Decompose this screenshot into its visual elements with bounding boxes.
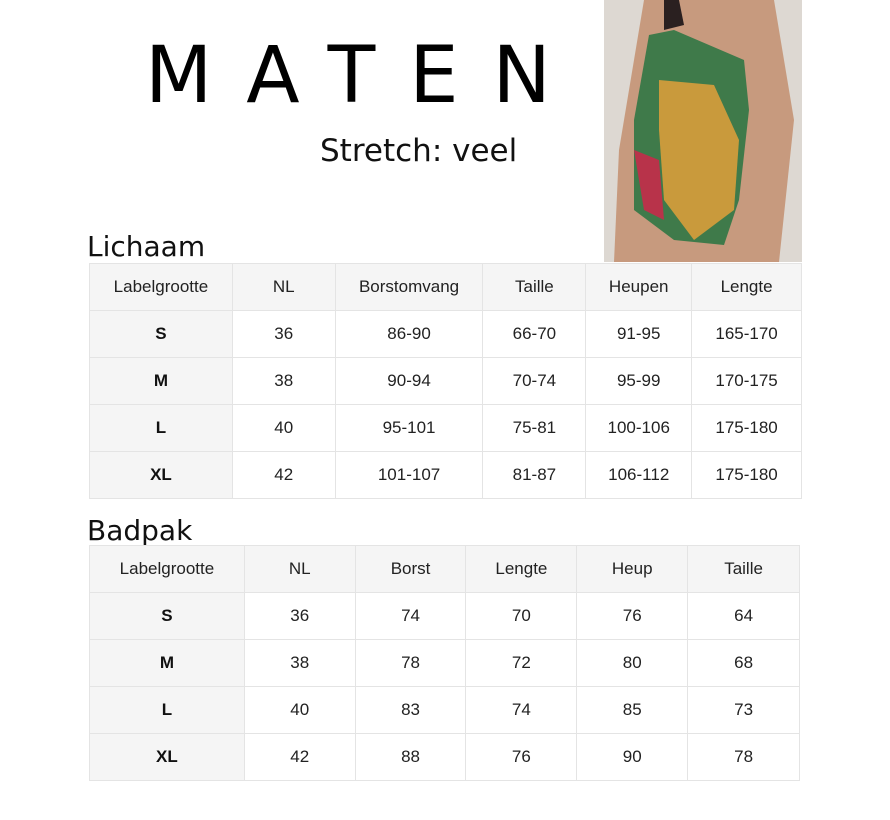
- size-cell: M: [89, 639, 245, 687]
- cell: 175-180: [691, 451, 802, 499]
- cell: 83: [354, 686, 467, 734]
- cell: 38: [231, 357, 336, 405]
- header-cell: Heup: [576, 545, 689, 593]
- header-cell: Taille: [687, 545, 800, 593]
- header-cell: NL: [231, 263, 336, 311]
- cell: 101-107: [334, 451, 484, 499]
- cell: 81-87: [482, 451, 587, 499]
- cell: 76: [465, 733, 578, 781]
- cell: 106-112: [585, 451, 693, 499]
- table-row: XL 42 101-107 81-87 106-112 175-180: [89, 451, 802, 499]
- cell: 74: [465, 686, 578, 734]
- cell: 40: [231, 404, 336, 452]
- cell: 80: [576, 639, 689, 687]
- cell: 165-170: [691, 310, 802, 358]
- header-cell: Lengte: [691, 263, 802, 311]
- cell: 78: [687, 733, 800, 781]
- cell: 90: [576, 733, 689, 781]
- cell: 75-81: [482, 404, 587, 452]
- header-cell: Labelgrootte: [89, 545, 245, 593]
- cell: 70: [465, 592, 578, 640]
- size-cell: S: [89, 592, 245, 640]
- header-cell: Borstomvang: [334, 263, 484, 311]
- size-cell: L: [89, 686, 245, 734]
- lichaam-heading: Lichaam: [87, 230, 206, 263]
- cell: 86-90: [334, 310, 484, 358]
- cell: 72: [465, 639, 578, 687]
- cell: 40: [243, 686, 356, 734]
- cell: 36: [243, 592, 356, 640]
- table-row: S 36 86-90 66-70 91-95 165-170: [89, 310, 802, 358]
- cell: 170-175: [691, 357, 802, 405]
- cell: 85: [576, 686, 689, 734]
- lichaam-table: Labelgrootte NL Borstomvang Taille Heupen Len…: [89, 263, 802, 499]
- header-cell: Labelgrootte: [89, 263, 233, 311]
- table-header-row: Labelgrootte NL Borst Lengte Heup Taille: [89, 545, 800, 593]
- table-row: M 38 78 72 80 68: [89, 639, 800, 687]
- stretch-label: Stretch: veel: [320, 133, 518, 169]
- cell: 42: [243, 733, 356, 781]
- table-header-row: Labelgrootte NL Borstomvang Taille Heupen Len…: [89, 263, 802, 311]
- cell: 38: [243, 639, 356, 687]
- cell: 73: [687, 686, 800, 734]
- badpak-heading: Badpak: [87, 514, 193, 547]
- header-cell: Heupen: [585, 263, 693, 311]
- badpak-table: Labelgrootte NL Borst Lengte Heup Taille S 36 7…: [89, 545, 800, 781]
- size-cell: XL: [89, 733, 245, 781]
- table-row: XL 42 88 76 90 78: [89, 733, 800, 781]
- cell: 36: [231, 310, 336, 358]
- size-cell: L: [89, 404, 233, 452]
- cell: 68: [687, 639, 800, 687]
- header-cell: Taille: [482, 263, 587, 311]
- size-cell: XL: [89, 451, 233, 499]
- page-title: MATEN: [145, 31, 585, 121]
- cell: 175-180: [691, 404, 802, 452]
- size-cell: M: [89, 357, 233, 405]
- cell: 42: [231, 451, 336, 499]
- table-row: M 38 90-94 70-74 95-99 170-175: [89, 357, 802, 405]
- size-cell: S: [89, 310, 233, 358]
- cell: 70-74: [482, 357, 587, 405]
- product-photo: [604, 0, 802, 262]
- cell: 95-99: [585, 357, 693, 405]
- header-cell: Lengte: [465, 545, 578, 593]
- cell: 74: [354, 592, 467, 640]
- table-row: L 40 83 74 85 73: [89, 686, 800, 734]
- cell: 88: [354, 733, 467, 781]
- cell: 100-106: [585, 404, 693, 452]
- cell: 90-94: [334, 357, 484, 405]
- cell: 95-101: [334, 404, 484, 452]
- cell: 76: [576, 592, 689, 640]
- table-row: L 40 95-101 75-81 100-106 175-180: [89, 404, 802, 452]
- cell: 91-95: [585, 310, 693, 358]
- cell: 78: [354, 639, 467, 687]
- table-row: S 36 74 70 76 64: [89, 592, 800, 640]
- cell: 66-70: [482, 310, 587, 358]
- cell: 64: [687, 592, 800, 640]
- header-cell: Borst: [354, 545, 467, 593]
- header-cell: NL: [243, 545, 356, 593]
